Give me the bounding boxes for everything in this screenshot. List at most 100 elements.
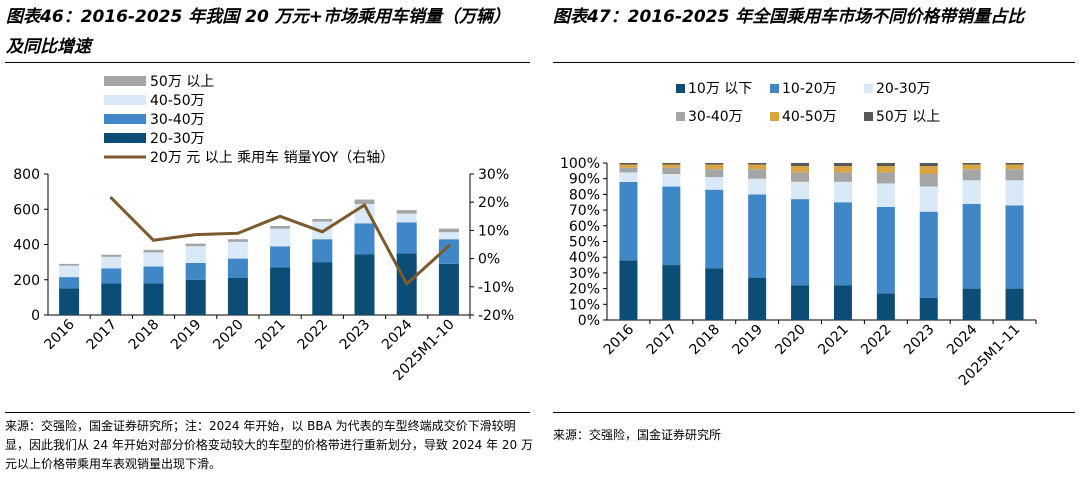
- x-tick-label: 2021: [815, 322, 852, 359]
- x-tick-label: 2020: [772, 322, 809, 359]
- bar-segment: [438, 232, 459, 240]
- bar-segment: [270, 225, 291, 229]
- legend-swatch: [864, 84, 873, 93]
- legend-label: 40-50万: [782, 109, 837, 125]
- y-tick-label: 800: [13, 167, 40, 183]
- y-tick-label: 60%: [569, 219, 600, 235]
- bar-segment: [833, 181, 852, 203]
- legend-swatch: [676, 84, 685, 93]
- bar-segment: [962, 164, 981, 170]
- bar-segment: [876, 166, 895, 173]
- bar-segment: [354, 254, 375, 315]
- y-tick-label: 50%: [569, 235, 600, 251]
- bar-segment: [662, 167, 681, 174]
- bar-segment: [185, 243, 206, 247]
- x-tick-label: 2024: [379, 316, 416, 353]
- bar-segment: [962, 180, 981, 204]
- bar-segment: [962, 169, 981, 181]
- bar-segment: [619, 167, 638, 173]
- bar-segment: [748, 169, 767, 179]
- bar-segment: [833, 166, 852, 173]
- bar-segment: [791, 172, 810, 182]
- bar-segment: [833, 163, 852, 167]
- bar-segment: [662, 164, 681, 168]
- bar-segment: [662, 173, 681, 187]
- y-tick-label: 600: [13, 202, 40, 218]
- bar-segment: [876, 172, 895, 184]
- bar-segment: [833, 202, 852, 286]
- y2-tick-label: 20%: [478, 195, 509, 211]
- bar-segment: [619, 164, 638, 168]
- legend-label: 20-30万: [876, 81, 931, 97]
- y-tick-label: 0: [31, 308, 40, 324]
- y2-tick-label: 0%: [478, 252, 500, 268]
- x-tick-label: 2023: [901, 322, 938, 359]
- x-tick-label: 2022: [858, 322, 895, 359]
- x-tick-label: 2016: [41, 316, 78, 353]
- bar-segment: [1005, 180, 1024, 206]
- legend-label: 40-50万: [150, 93, 205, 109]
- bar-segment: [396, 210, 417, 214]
- yoy-point: [320, 230, 324, 234]
- bar-segment: [919, 298, 938, 320]
- bar-segment: [101, 268, 122, 284]
- legend-swatch: [770, 84, 779, 93]
- bar-segment: [619, 163, 638, 165]
- legend-label: 10万 以下: [688, 81, 752, 97]
- bar-segment: [1005, 288, 1024, 320]
- bar-segment: [876, 206, 895, 294]
- yoy-point: [152, 238, 155, 242]
- bar-segment: [705, 268, 724, 320]
- bar-segment: [101, 283, 122, 315]
- right-title-rule: [553, 62, 1075, 63]
- legend-label: 50万 以上: [150, 74, 214, 90]
- bar-segment: [748, 194, 767, 278]
- bar-segment: [354, 199, 375, 204]
- x-tick-label: 2018: [126, 317, 163, 354]
- left-source-note: 来源：交强险，国金证券研究所；注：2024 年开始，以 BBA 为代表的车型终端…: [5, 419, 533, 471]
- x-tick-label: 2021: [252, 317, 289, 354]
- bar-segment: [227, 258, 248, 278]
- bar-segment: [662, 163, 681, 165]
- y-tick-label: 0%: [578, 313, 600, 329]
- x-tick-label: 2019: [729, 322, 766, 359]
- x-tick-label: 2017: [644, 322, 681, 359]
- yoy-point: [405, 282, 409, 286]
- y2-tick-label: 30%: [478, 167, 509, 183]
- bar-segment: [59, 288, 80, 315]
- bar-segment: [270, 246, 291, 268]
- yoy-point: [363, 203, 366, 207]
- right-chart-title: 图表47：2016-2025 年全国乘用车市场不同价格带销量占比: [553, 7, 1025, 27]
- bar-segment: [143, 266, 164, 284]
- bar-segment: [919, 163, 938, 167]
- x-tick-label: 2022: [295, 317, 332, 354]
- x-tick-label: 2023: [337, 317, 374, 354]
- bar-segment: [791, 166, 810, 173]
- x-tick-label: 2019: [168, 317, 205, 354]
- bar-segment: [438, 228, 459, 233]
- bar-segment: [396, 222, 417, 254]
- bar-segment: [101, 256, 122, 269]
- bar-segment: [227, 239, 248, 242]
- bar-segment: [919, 211, 938, 299]
- right-bottom-rule: [553, 412, 1075, 413]
- bar-segment: [705, 177, 724, 190]
- bar-segment: [227, 277, 248, 315]
- yoy-point: [109, 196, 113, 200]
- yoy-point: [278, 214, 282, 218]
- bar-segment: [876, 183, 895, 207]
- bar-segment: [227, 241, 248, 259]
- bar-segment: [705, 189, 724, 269]
- y-tick-label: 100%: [560, 156, 600, 172]
- bar-segment: [143, 249, 164, 253]
- y-tick-label: 400: [13, 238, 40, 254]
- bar-segment: [962, 163, 981, 165]
- y-tick-label: 40%: [569, 250, 600, 266]
- bar-segment: [748, 163, 767, 165]
- legend-swatch: [104, 114, 146, 124]
- x-tick-label: 2016: [601, 321, 638, 358]
- bar-segment: [59, 265, 80, 278]
- bar-segment: [1005, 163, 1024, 165]
- bar-segment: [143, 283, 164, 315]
